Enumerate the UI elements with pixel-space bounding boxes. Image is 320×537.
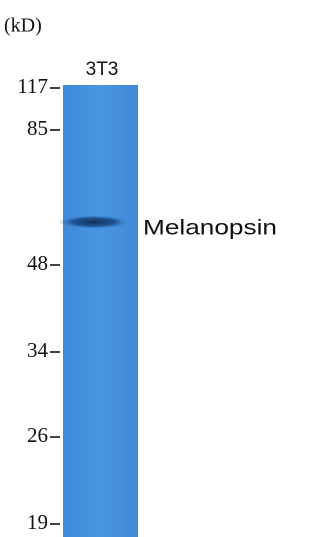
western-blot: (kD) 3T3 Melanopsin 117 85 48 34 26 19	[0, 0, 280, 537]
marker-label: 85	[27, 116, 48, 140]
band-label: Melanopsin	[143, 217, 277, 240]
marker-label: 48	[27, 251, 48, 275]
marker-label: 19	[27, 510, 48, 534]
lane-label: 3T3	[86, 59, 119, 80]
lane	[63, 85, 138, 537]
band	[58, 215, 130, 229]
marker-group: 117 85 48 34 26 19	[17, 74, 60, 534]
marker-label: 34	[27, 338, 49, 362]
marker-label: 26	[27, 423, 48, 447]
marker-label: 117	[17, 74, 48, 98]
page: {"unit_label": "(kD)", "lane_label": "3T…	[0, 0, 320, 537]
unit-label: (kD)	[4, 15, 42, 37]
